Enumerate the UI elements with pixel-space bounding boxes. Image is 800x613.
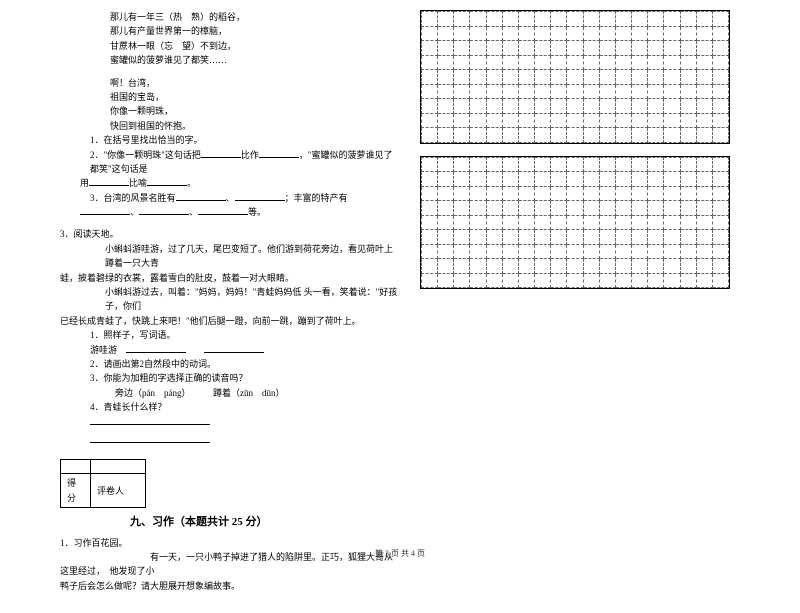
q3-text: 、 [130, 207, 139, 217]
reading-para: 小蝌蚪游哇游，过了几天，尾巴变短了。他们游到荷花旁边，看见荷叶上蹲着一只大青 [60, 242, 400, 271]
sub-question-1: 1．照样子，写词语。 [60, 328, 400, 342]
q3-text: 、 [189, 207, 198, 217]
poem-line: 啊！台湾， [60, 76, 400, 90]
poem-line: 甘蔗林一眼（忘 望）不到边， [60, 39, 400, 53]
blank[interactable] [201, 148, 241, 158]
poem-line: 蜜罐似的菠萝谁见了都笑…… [60, 53, 400, 67]
q2-text: 用 [80, 178, 89, 188]
question-3: 3．台湾的风景名胜有 、 ；丰富的特产有 [60, 191, 400, 205]
reading-para: 蛙，披着碧绿的衣裳，露着雪白的肚皮，鼓着一对大眼睛。 [60, 271, 400, 285]
sub-question-3: 3．你能为加粗的字选择正确的读音吗？ [60, 371, 400, 385]
score-label: 评卷人 [91, 474, 146, 508]
blank[interactable] [176, 191, 226, 201]
q3-text: 、 [226, 193, 235, 203]
sub-question-2: 2．请画出第2自然段中的动词。 [60, 357, 400, 371]
q3-text: ；丰富的特产有 [285, 193, 348, 203]
writing-grid-2[interactable] [420, 156, 730, 290]
poem-line: 那儿有一年三（热 熟）的稻谷， [60, 10, 400, 24]
q2-text: 比喻 [129, 178, 147, 188]
score-table: 得分 评卷人 [60, 459, 146, 508]
blank[interactable] [89, 176, 129, 186]
left-column: 那儿有一年三（热 熟）的稻谷， 那儿有产量世界第一的樟脑， 甘蔗林一眼（忘 望）… [60, 10, 400, 593]
blank[interactable] [126, 343, 186, 353]
sub-question-1-example: 游哇游 [60, 343, 400, 357]
reading-para: 小蝌蚪游过去，叫着："妈妈，妈妈！"青蛙妈妈低 头一看，笑着说："好孩子，你们 [60, 285, 400, 314]
question-1: 1．在括号里找出恰当的字。 [60, 133, 400, 147]
answer-line[interactable] [90, 415, 210, 425]
page-footer: 第 3 页 共 4 页 [0, 548, 800, 559]
poem-line: 那儿有产量世界第一的樟脑， [60, 24, 400, 38]
score-label: 得分 [61, 474, 91, 508]
blank[interactable] [204, 343, 264, 353]
q2-text: 比作 [241, 150, 259, 160]
writing-grid-1[interactable] [420, 10, 730, 144]
score-cell-value[interactable] [91, 460, 146, 474]
q3-text: 等。 [248, 207, 266, 217]
poem-line: 祖国的宝岛， [60, 90, 400, 104]
writing-text: 他发现了小 [110, 566, 155, 576]
example-word: 游哇游 [90, 345, 117, 355]
blank[interactable] [80, 205, 130, 215]
q3-text: 3．台湾的风景名胜有 [90, 193, 176, 203]
question-2-cont: 用 比喻 。 [60, 176, 400, 190]
answer-line[interactable] [90, 433, 210, 443]
q2-text: 2．"你像一颗明珠"这句话把 [90, 150, 201, 160]
blank[interactable] [139, 205, 189, 215]
blank[interactable] [147, 176, 187, 186]
sub-question-3-pinyin: 旁边（pán páng） 蹲着（zūn dūn） [60, 386, 400, 400]
blank[interactable] [235, 191, 285, 201]
blank[interactable] [259, 148, 299, 158]
question-3-cont: 、 、 等。 [60, 205, 400, 219]
reading-para: 已经长成青蛙了，快跳上来吧！"他们后腿一蹬，向前一跳，蹦到了荷叶上。 [60, 314, 400, 328]
score-cell-value[interactable] [61, 460, 91, 474]
right-column [420, 10, 730, 593]
reading-3-title: 3．阅读天地。 [60, 227, 400, 241]
blank[interactable] [198, 205, 248, 215]
poem-line: 快回到祖国的怀抱。 [60, 119, 400, 133]
question-2: 2．"你像一颗明珠"这句话把比作，"蜜罐似的菠萝谁见了都笑"这句话是 [60, 148, 400, 177]
sub-question-4: 4．青蛙长什么样？ [60, 400, 400, 414]
poem-line: 你像一颗明珠， [60, 104, 400, 118]
q2-text: 。 [187, 178, 196, 188]
writing-body-2: 鸭子后会怎么做呢？请大胆展开想象编故事。 [60, 579, 400, 593]
section-9-title: 九、习作（本题共计 25 分） [60, 514, 400, 532]
